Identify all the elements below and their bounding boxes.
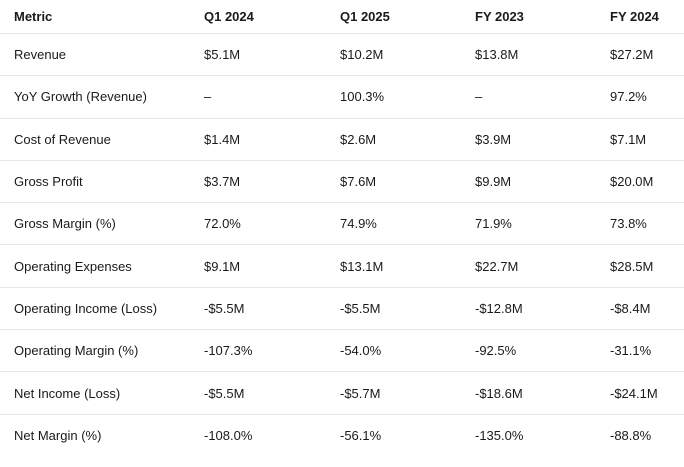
table-cell: $1.4M [204,131,241,147]
table-row: YoY Growth (Revenue) – 100.3% – 97.2% [0,76,684,119]
table-cell: $9.9M [475,174,512,190]
column-header-q1-2025: Q1 2025 [340,9,390,24]
metric-label: Gross Profit [14,174,83,190]
table-row: Operating Income (Loss) -$5.5M -$5.5M -$… [0,288,684,331]
table-cell: $2.6M [340,131,377,147]
metric-label: YoY Growth (Revenue) [14,89,147,105]
table-cell: -$5.5M [204,300,245,316]
table-cell: $27.2M [610,47,654,63]
table-cell: 71.9% [475,216,512,232]
table-cell: $3.7M [204,174,241,190]
column-header-fy-2024: FY 2024 [610,9,659,24]
table-row: Revenue $5.1M $10.2M $13.8M $27.2M [0,34,684,77]
table-cell: -$5.5M [340,300,381,316]
table-cell: $10.2M [340,47,384,63]
table-cell: – [475,89,483,105]
table-cell: -88.8% [610,428,652,444]
table-cell: -$5.7M [340,385,381,401]
table-cell: -56.1% [340,428,382,444]
table-row: Gross Margin (%) 72.0% 74.9% 71.9% 73.8% [0,203,684,246]
table-cell: -54.0% [340,343,382,359]
metric-label: Revenue [14,47,67,63]
table-cell: – [204,89,212,105]
table-cell: -108.0% [204,428,253,444]
metric-label: Cost of Revenue [14,131,111,147]
financial-metrics-table: Metric Q1 2024 Q1 2025 FY 2023 FY 2024 R… [0,0,684,457]
table-cell: 97.2% [610,89,647,105]
table-cell: 72.0% [204,216,241,232]
table-cell: -$12.8M [475,300,523,316]
table-row: Cost of Revenue $1.4M $2.6M $3.9M $7.1M [0,119,684,161]
table-cell: -$8.4M [610,300,651,316]
table-row: Net Margin (%) -108.0% -56.1% -135.0% -8… [0,415,684,457]
table-row: Gross Profit $3.7M $7.6M $9.9M $20.0M [0,161,684,204]
metric-label: Net Income (Loss) [14,385,121,401]
table-cell: -$18.6M [475,385,523,401]
table-cell: $7.6M [340,174,377,190]
metric-label: Gross Margin (%) [14,216,116,232]
table-cell: -107.3% [204,343,253,359]
table-cell: $5.1M [204,47,241,63]
column-header-q1-2024: Q1 2024 [204,9,254,24]
metric-label: Operating Income (Loss) [14,300,158,316]
table-cell: -135.0% [475,428,524,444]
table-cell: -$5.5M [204,385,245,401]
column-header-metric: Metric [14,9,53,24]
table-cell: $20.0M [610,174,654,190]
table-cell: -31.1% [610,343,652,359]
table-row: Operating Margin (%) -107.3% -54.0% -92.… [0,330,684,373]
table-cell: 73.8% [610,216,647,232]
table-row: Operating Expenses $9.1M $13.1M $22.7M $… [0,245,684,288]
table-header-row: Metric Q1 2024 Q1 2025 FY 2023 FY 2024 [0,0,684,34]
table-cell: $13.1M [340,258,384,274]
table-cell: -92.5% [475,343,517,359]
metric-label: Net Margin (%) [14,428,102,444]
column-header-fy-2023: FY 2023 [475,9,524,24]
metric-label: Operating Expenses [14,258,132,274]
table-cell: $9.1M [204,258,241,274]
metric-label: Operating Margin (%) [14,343,139,359]
table-cell: $7.1M [610,131,647,147]
table-cell: 100.3% [340,89,385,105]
table-cell: $22.7M [475,258,519,274]
table-row: Net Income (Loss) -$5.5M -$5.7M -$18.6M … [0,372,684,415]
table-cell: $13.8M [475,47,519,63]
table-cell: -$24.1M [610,385,658,401]
table-cell: $28.5M [610,258,654,274]
table-cell: $3.9M [475,131,512,147]
table-cell: 74.9% [340,216,377,232]
